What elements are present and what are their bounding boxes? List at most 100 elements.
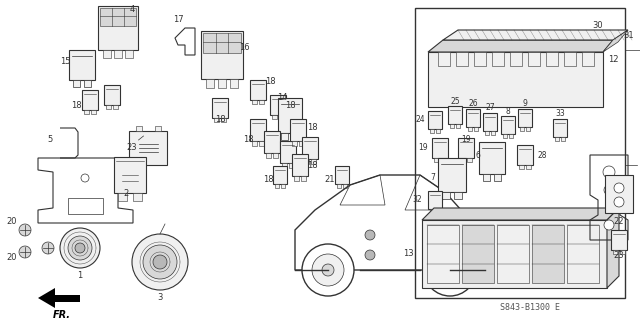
Bar <box>605 175 633 213</box>
Circle shape <box>143 245 177 279</box>
Bar <box>230 79 238 88</box>
Bar <box>218 79 226 88</box>
Circle shape <box>603 166 615 178</box>
Text: 6: 6 <box>475 151 480 160</box>
Bar <box>561 137 565 141</box>
Text: 18: 18 <box>265 78 275 86</box>
Bar <box>428 52 603 107</box>
Text: 30: 30 <box>593 20 604 29</box>
Bar <box>106 105 111 109</box>
Bar <box>73 80 80 86</box>
Bar <box>497 225 529 283</box>
Text: 31: 31 <box>623 31 634 40</box>
Bar <box>250 80 266 100</box>
Circle shape <box>19 246 31 258</box>
Bar <box>436 209 440 213</box>
Bar <box>68 198 103 214</box>
Bar <box>221 118 226 122</box>
Text: 18: 18 <box>285 100 295 109</box>
Bar <box>468 127 472 131</box>
Bar <box>517 145 533 165</box>
Bar <box>454 192 462 199</box>
Circle shape <box>42 242 54 254</box>
Bar <box>114 50 122 58</box>
Bar <box>281 184 285 188</box>
Bar <box>280 141 296 163</box>
Circle shape <box>312 254 344 286</box>
Text: 27: 27 <box>485 103 495 113</box>
Bar <box>266 153 271 158</box>
Text: 18: 18 <box>243 136 253 145</box>
Text: 14: 14 <box>276 93 287 101</box>
Bar <box>98 6 138 50</box>
Bar <box>427 225 459 283</box>
Bar <box>311 159 316 164</box>
Text: 2: 2 <box>124 189 129 197</box>
Text: 17: 17 <box>173 16 183 25</box>
Bar <box>118 193 127 201</box>
Bar <box>435 158 439 162</box>
Bar <box>206 79 214 88</box>
Text: 18: 18 <box>307 123 317 132</box>
Bar <box>436 129 440 133</box>
Circle shape <box>365 230 375 240</box>
Circle shape <box>614 197 624 207</box>
Bar <box>467 158 472 162</box>
Bar <box>430 129 434 133</box>
Text: 23: 23 <box>127 144 138 152</box>
Text: 33: 33 <box>555 109 565 118</box>
Bar <box>300 141 304 146</box>
Circle shape <box>132 234 188 290</box>
Bar <box>528 52 540 66</box>
Text: 19: 19 <box>419 144 428 152</box>
Bar <box>92 110 96 115</box>
Bar <box>343 184 347 188</box>
Bar <box>483 174 490 181</box>
Text: 20: 20 <box>7 218 17 226</box>
Bar <box>483 113 497 131</box>
Circle shape <box>302 244 354 296</box>
Text: 25: 25 <box>450 97 460 106</box>
Bar <box>302 137 318 159</box>
Circle shape <box>604 220 614 230</box>
Bar <box>154 126 161 131</box>
Bar <box>620 250 625 254</box>
Bar <box>100 8 136 26</box>
Bar <box>214 118 219 122</box>
Bar <box>294 176 299 181</box>
Bar <box>526 165 531 169</box>
Text: S843-B1300 E: S843-B1300 E <box>500 303 560 313</box>
Bar <box>519 165 524 169</box>
Bar <box>252 100 257 104</box>
Bar <box>273 153 278 158</box>
Bar <box>82 90 98 110</box>
Bar <box>282 132 288 140</box>
Bar <box>432 138 448 158</box>
Bar <box>479 142 505 174</box>
Bar <box>84 110 89 115</box>
Bar <box>337 184 341 188</box>
Bar <box>335 166 349 184</box>
Text: 18: 18 <box>307 160 317 169</box>
Text: 9: 9 <box>523 100 527 108</box>
Bar <box>613 250 618 254</box>
Bar <box>415 8 625 298</box>
Polygon shape <box>603 30 628 52</box>
Text: 7: 7 <box>430 174 435 182</box>
Bar <box>129 131 167 165</box>
Bar <box>84 80 92 86</box>
Bar <box>282 163 287 168</box>
Bar <box>275 184 279 188</box>
Bar <box>442 192 450 199</box>
Bar <box>272 115 276 119</box>
Bar <box>518 109 532 127</box>
Bar <box>212 98 228 118</box>
Bar <box>553 119 567 137</box>
Text: 19: 19 <box>461 136 471 145</box>
Bar <box>567 225 599 283</box>
Bar <box>132 193 141 201</box>
Bar <box>104 85 120 105</box>
Text: 1: 1 <box>77 271 83 280</box>
Bar <box>474 52 486 66</box>
Circle shape <box>434 254 466 286</box>
